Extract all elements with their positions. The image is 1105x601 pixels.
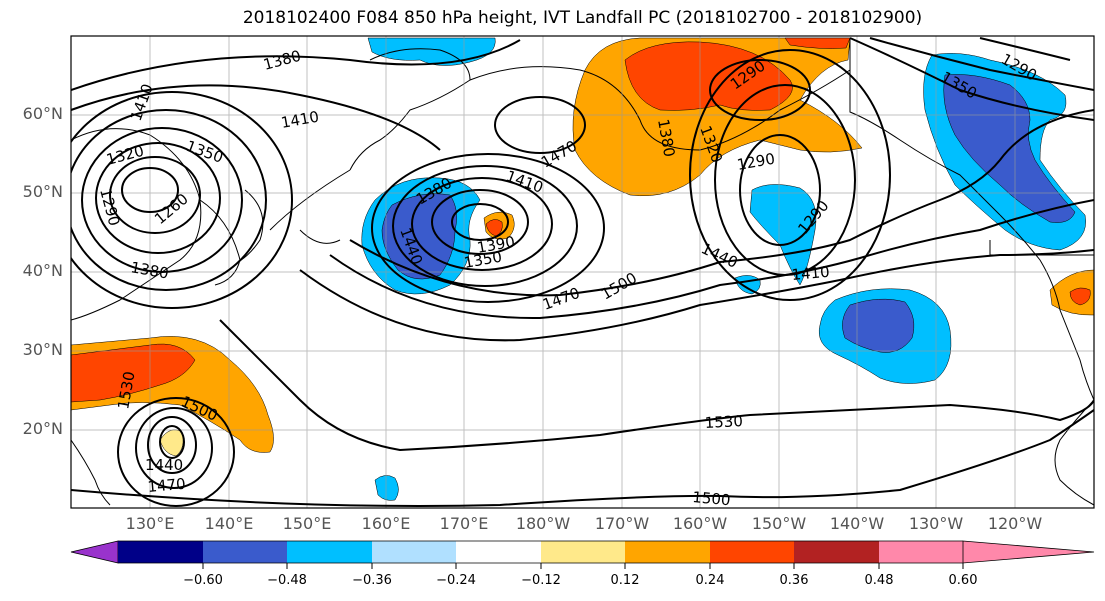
map-plot: 1380 1410 1410 1320 1350 1290 1260 1380 … <box>71 36 1094 509</box>
ivt-blue-gulf <box>749 184 817 286</box>
colorbar-tick: 0.60 <box>948 573 978 588</box>
lon-label-150e: 150°E <box>282 514 332 533</box>
colorbar-tick: −0.36 <box>352 573 392 588</box>
contour-label: 1410 <box>127 81 157 123</box>
ivt-red-west <box>71 343 196 403</box>
ivt-red-alaska-top <box>784 37 851 49</box>
colorbar-tick: 0.48 <box>864 573 894 588</box>
colorbar-tick: 0.36 <box>779 573 809 588</box>
contour-label: 1440 <box>145 456 183 474</box>
ivt-blue-small-gulf <box>734 275 761 295</box>
colorbar-cell-3 <box>287 541 372 563</box>
lon-label-150w: 150°W <box>751 514 807 533</box>
contour-label: 1410 <box>791 263 831 284</box>
contour-label: 1380 <box>129 258 170 282</box>
colorbar-tick: 0.12 <box>610 573 640 588</box>
colorbar-tick: −0.60 <box>183 573 223 588</box>
contour-label: 1380 <box>261 47 303 74</box>
contour-label: 1470 <box>538 137 580 172</box>
contour-label: 1410 <box>504 167 546 197</box>
contour-label: 1290 <box>736 150 777 174</box>
colorbar-tick: −0.48 <box>267 573 307 588</box>
lon-label-130e: 130°E <box>125 514 175 533</box>
colorbar-cell-1 <box>118 541 203 563</box>
height-contours <box>71 37 1094 507</box>
map-title: 2018102400 F084 850 hPa height, IVT Land… <box>242 8 923 28</box>
lon-label-130w: 130°W <box>908 514 964 533</box>
colorbar-cell-6 <box>541 541 625 563</box>
contour-label: 1470 <box>147 475 187 496</box>
lon-label-140w: 140°W <box>829 514 885 533</box>
colorbar-tick: 0.24 <box>695 573 725 588</box>
lat-label-20n: 20°N <box>22 419 63 438</box>
colorbar-cell-5 <box>456 541 541 563</box>
colorbar-cell-2 <box>203 541 287 563</box>
contour-label: 1530 <box>704 412 743 432</box>
ivt-shading <box>71 37 1094 501</box>
lon-label-170w: 170°W <box>594 514 650 533</box>
lon-label-170e: 170°E <box>439 514 489 533</box>
colorbar-tick: −0.24 <box>436 573 476 588</box>
colorbar <box>70 540 1095 569</box>
lat-label-50n: 50°N <box>22 182 63 201</box>
colorbar-tick: −0.12 <box>521 573 561 588</box>
ivt-darkblue-central <box>381 193 457 280</box>
contour-label: 1470 <box>540 284 582 314</box>
ivt-red-east <box>1069 287 1091 306</box>
lon-label-160e: 160°E <box>361 514 411 533</box>
lon-label-180w: 180°W <box>515 514 571 533</box>
contour-labels: 1380 1410 1410 1320 1350 1290 1260 1380 … <box>96 47 1040 509</box>
lon-label-120w: 120°W <box>987 514 1043 533</box>
lon-label-140e: 140°E <box>204 514 254 533</box>
colorbar-cell-10 <box>879 541 963 563</box>
lat-label-30n: 30°N <box>22 340 63 359</box>
ivt-darkblue-subtropical <box>842 298 915 353</box>
contour-label: 1500 <box>692 488 732 509</box>
colorbar-cell-4 <box>372 541 456 563</box>
colorbar-cell-7 <box>625 541 710 563</box>
lon-label-160w: 160°W <box>672 514 728 533</box>
contour-label: 1410 <box>280 108 321 132</box>
lat-label-40n: 40°N <box>22 261 63 280</box>
colorbar-cell-11 <box>962 540 1095 564</box>
lat-label-60n: 60°N <box>22 104 63 123</box>
contour-label: 1500 <box>598 269 640 304</box>
colorbar-cell-8 <box>710 541 794 563</box>
map-frame <box>70 35 1095 509</box>
ivt-blue-aleutians <box>367 37 496 66</box>
colorbar-cell-9 <box>794 541 879 563</box>
colorbar-cell-0 <box>70 540 119 564</box>
ivt-blue-small-south <box>374 475 399 501</box>
ivt-red-central <box>485 219 503 237</box>
